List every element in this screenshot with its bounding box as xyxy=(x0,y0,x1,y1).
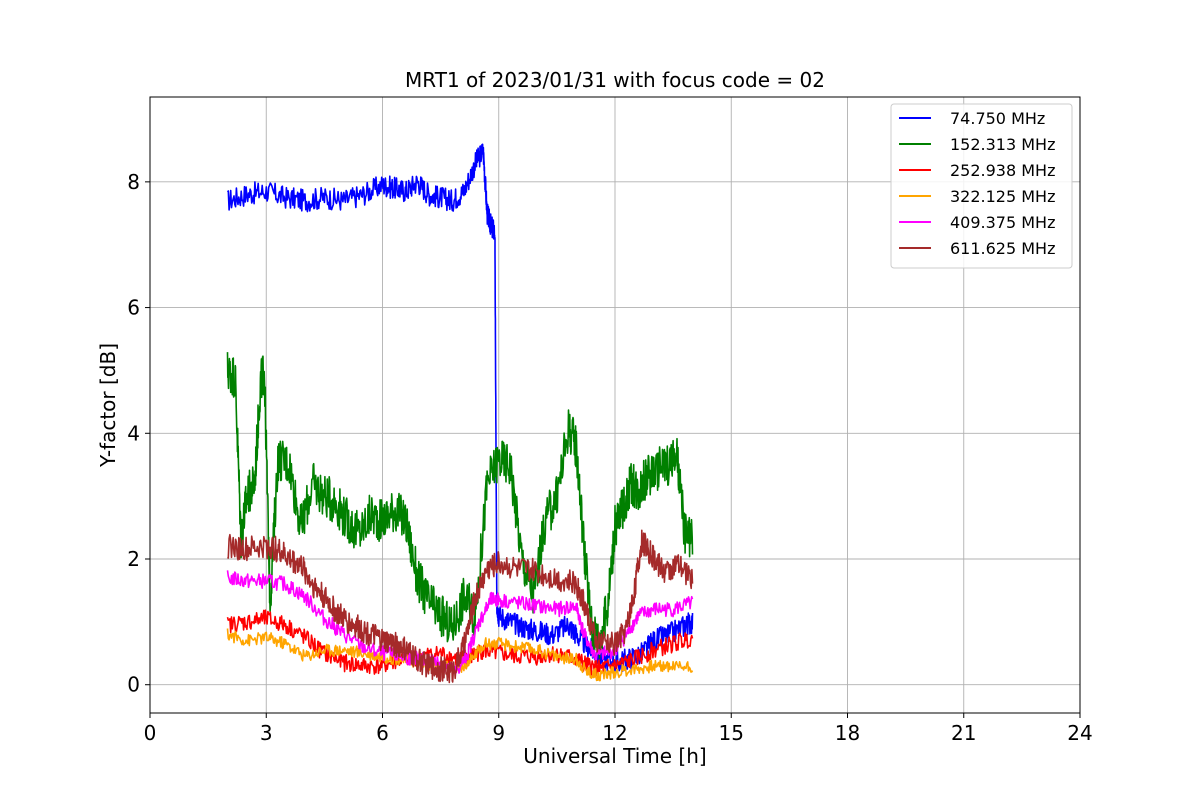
y-tick-label: 8 xyxy=(127,170,140,194)
legend-label-322-125-mhz: 322.125 MHz xyxy=(950,187,1055,206)
y-axis-label: Y-factor [dB] xyxy=(96,343,120,468)
y-tick-label: 0 xyxy=(127,673,140,697)
x-tick-label: 21 xyxy=(951,721,976,745)
series-line-152-313-mhz xyxy=(226,352,694,659)
series-line-322-125-mhz xyxy=(226,628,694,682)
legend-label-409-375-mhz: 409.375 MHz xyxy=(950,213,1055,232)
x-tick-label: 6 xyxy=(376,721,389,745)
x-tick-label: 3 xyxy=(260,721,273,745)
x-tick-label: 15 xyxy=(719,721,744,745)
x-tick-label: 12 xyxy=(602,721,627,745)
x-tick-label: 24 xyxy=(1067,721,1092,745)
legend-label-74-750-mhz: 74.750 MHz xyxy=(950,109,1045,128)
legend-label-152-313-mhz: 152.313 MHz xyxy=(950,135,1055,154)
legend-box xyxy=(890,103,1073,269)
x-tick-label: 9 xyxy=(492,721,505,745)
x-tick-label: 18 xyxy=(835,721,860,745)
x-axis-label: Universal Time [h] xyxy=(523,744,706,768)
series-line-252-938-mhz xyxy=(226,609,694,677)
plot-area xyxy=(226,143,694,684)
series-line-611-625-mhz xyxy=(227,529,694,684)
x-tick-label: 0 xyxy=(144,721,157,745)
legend-label-252-938-mhz: 252.938 MHz xyxy=(950,161,1055,180)
y-tick-label: 4 xyxy=(127,421,140,445)
y-tick-label: 6 xyxy=(127,296,140,320)
legend-label-611-625-mhz: 611.625 MHz xyxy=(950,239,1055,258)
chart-title: MRT1 of 2023/01/31 with focus code = 02 xyxy=(405,68,825,92)
y-tick-label: 2 xyxy=(127,547,140,571)
series-lines xyxy=(226,143,694,684)
legend: 74.750 MHz 152.313 MHz 252.938 MHz 322.125 … xyxy=(890,103,1073,269)
